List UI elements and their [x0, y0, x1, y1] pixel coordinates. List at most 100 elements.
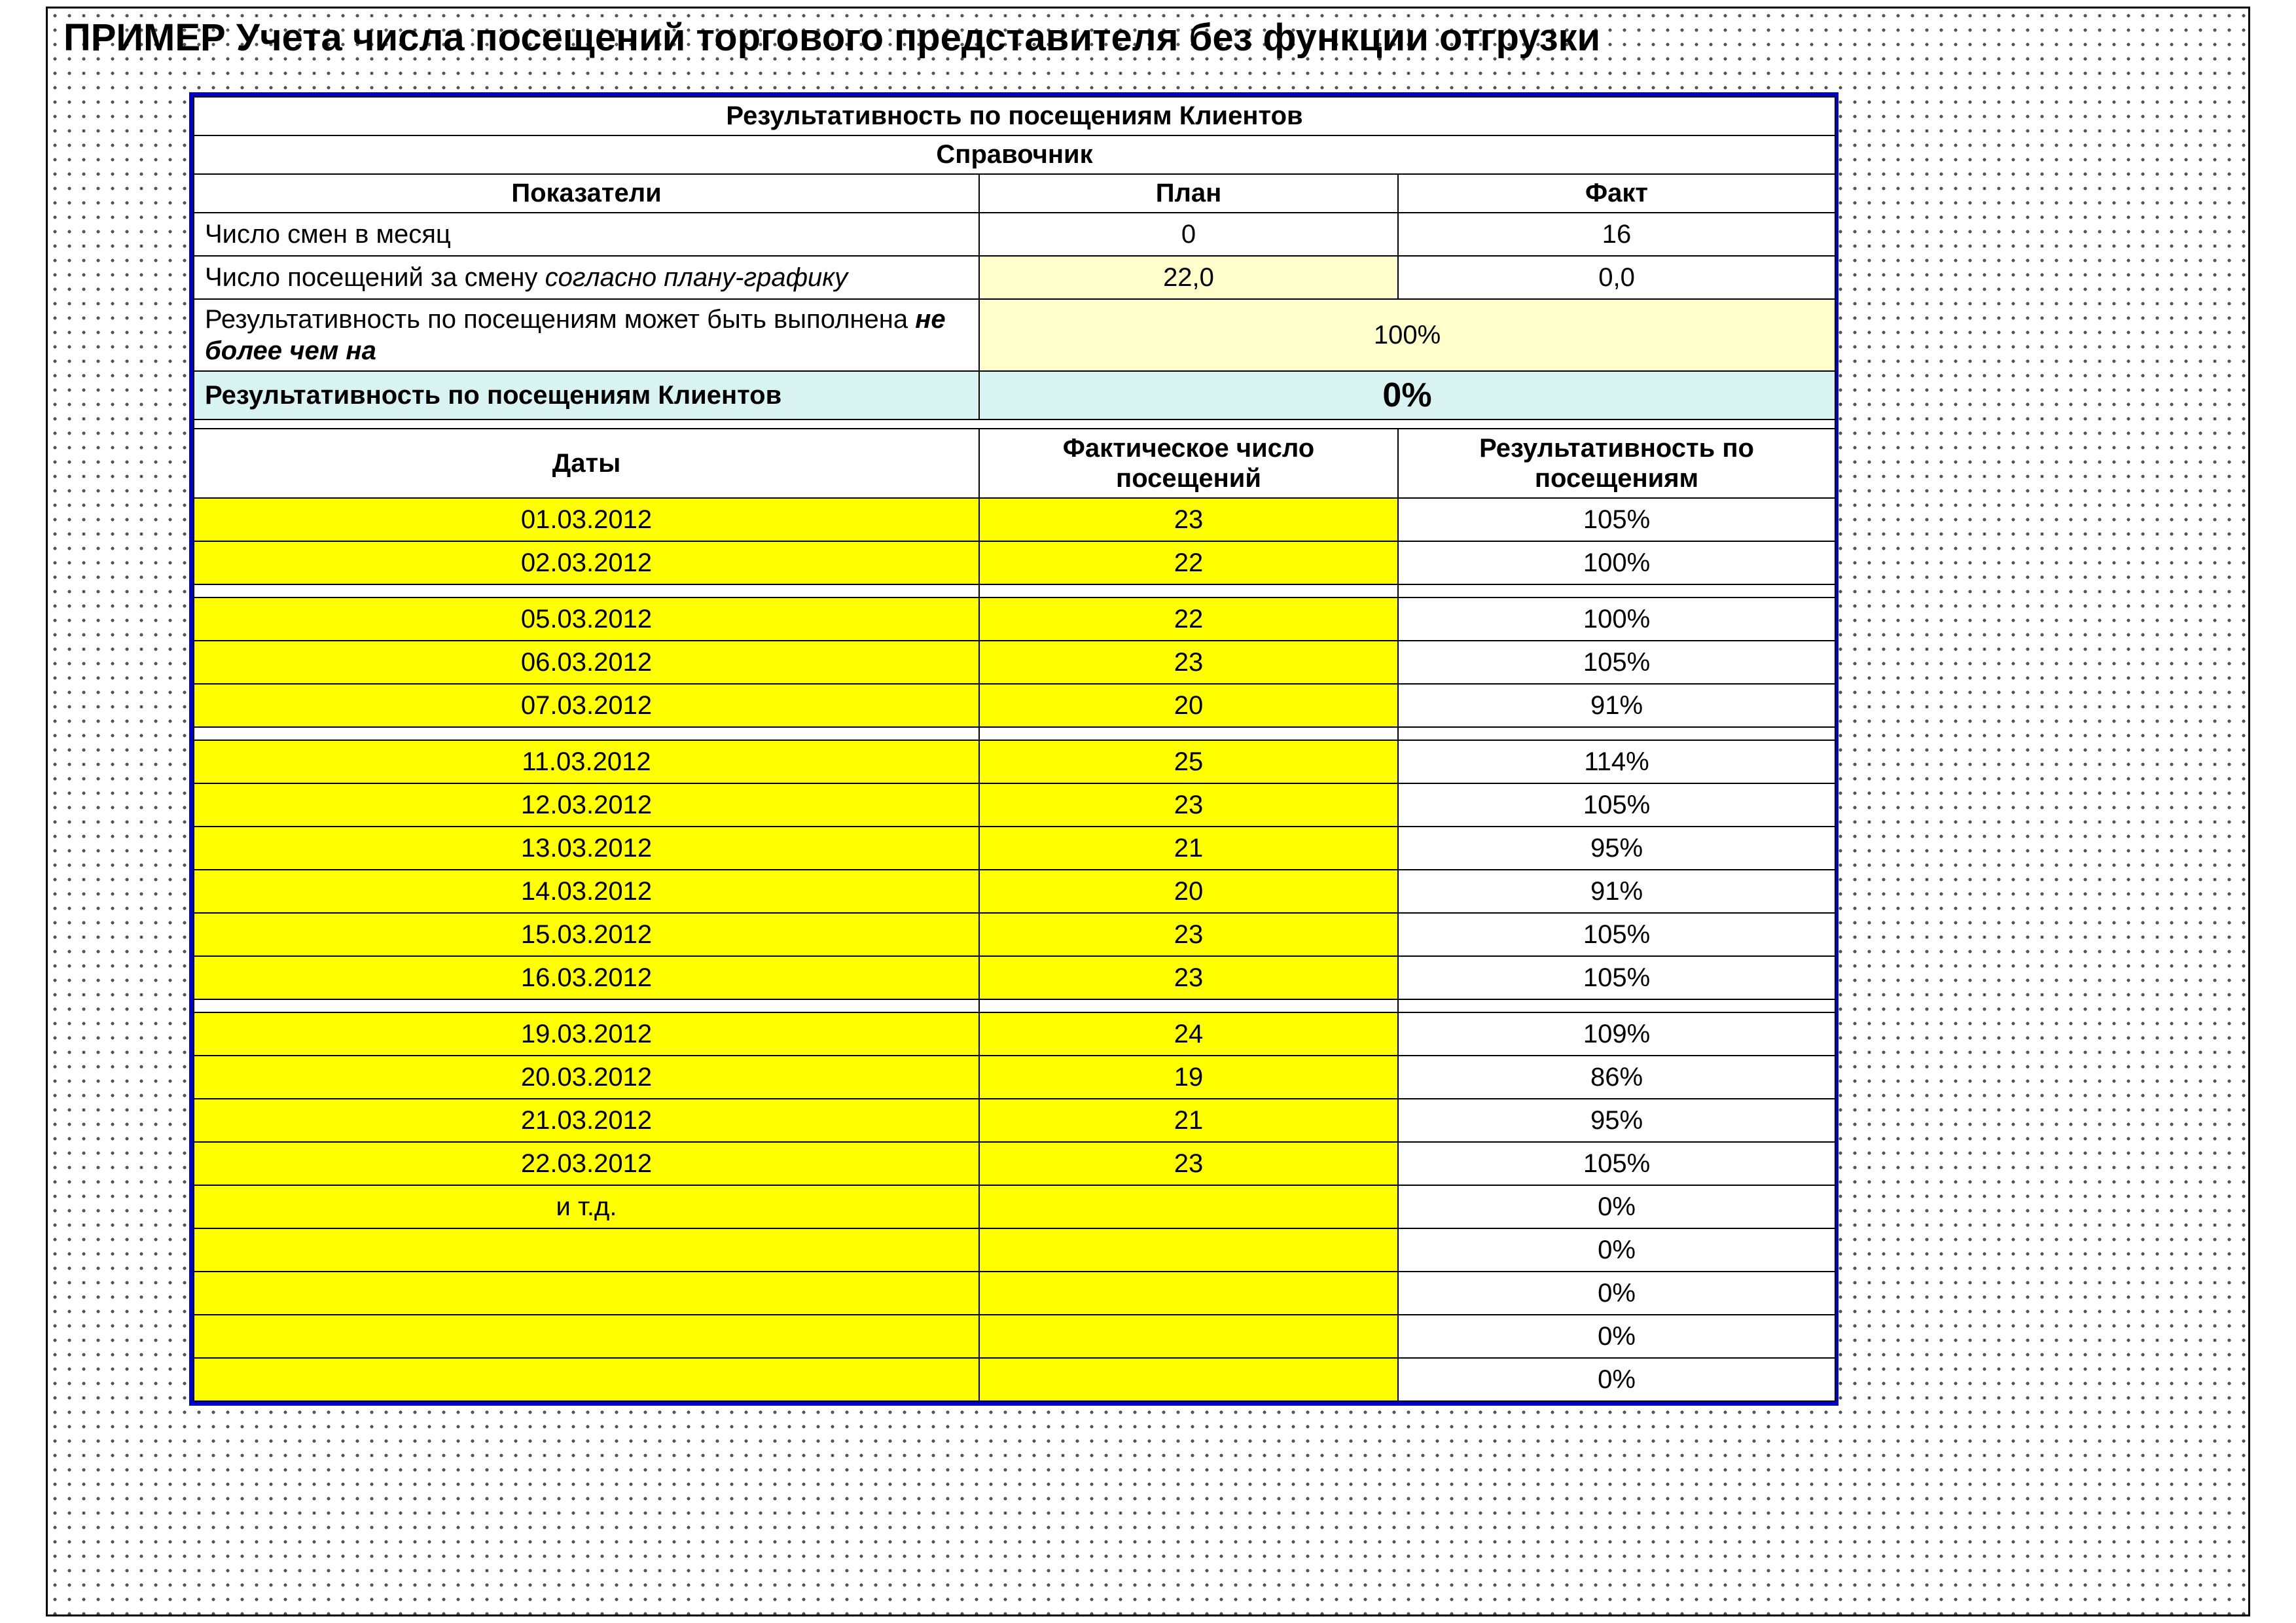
data-row: 05.03.201222100%	[194, 597, 1835, 641]
date-cell: 21.03.2012	[194, 1099, 979, 1142]
data-row: 21.03.20122195%	[194, 1099, 1835, 1142]
effectiveness-cell: 86%	[1398, 1056, 1835, 1099]
data-row: 12.03.201223105%	[194, 783, 1835, 827]
group-gap	[194, 999, 1835, 1012]
page-title: ПРИМЕР Учета числа посещений торгового п…	[48, 9, 2248, 67]
effectiveness-cell: 0%	[1398, 1185, 1835, 1228]
main-table: Результативность по посещениям Клиентов …	[189, 92, 1839, 1406]
col-plan: План	[979, 174, 1398, 213]
data-row: и т.д. 0%	[194, 1185, 1835, 1228]
date-cell: 20.03.2012	[194, 1056, 979, 1099]
visits-cell	[979, 1272, 1398, 1315]
dates-header-row: Даты Фактическое число посещений Результ…	[194, 429, 1835, 498]
ref-fact-0: 16	[1398, 213, 1835, 256]
visits-cell: 23	[979, 641, 1398, 684]
visits-cell: 23	[979, 783, 1398, 827]
data-row: 06.03.201223105%	[194, 641, 1835, 684]
ref-plan-0: 0	[979, 213, 1398, 256]
col-fact: Факт	[1398, 174, 1835, 213]
date-cell: 12.03.2012	[194, 783, 979, 827]
effectiveness-cell: 95%	[1398, 1099, 1835, 1142]
visits-cell: 22	[979, 597, 1398, 641]
date-cell: 15.03.2012	[194, 913, 979, 956]
data-row: 11.03.201225114%	[194, 740, 1835, 783]
page-frame: ПРИМЕР Учета числа посещений торгового п…	[46, 7, 2250, 1616]
date-cell: и т.д.	[194, 1185, 979, 1228]
effectiveness-cell: 0%	[1398, 1272, 1835, 1315]
visits-cell	[979, 1358, 1398, 1401]
date-cell	[194, 1228, 979, 1272]
visits-cell: 24	[979, 1012, 1398, 1056]
ref-row-0: Число смен в месяц 0 16	[194, 213, 1835, 256]
effectiveness-cell: 91%	[1398, 684, 1835, 727]
data-row: 22.03.201223105%	[194, 1142, 1835, 1185]
effectiveness-cell: 109%	[1398, 1012, 1835, 1056]
date-cell	[194, 1358, 979, 1401]
result-row: Результативность по посещениям Клиентов …	[194, 371, 1835, 419]
data-row: 16.03.201223105%	[194, 956, 1835, 999]
effectiveness-cell: 0%	[1398, 1358, 1835, 1401]
separator-row	[194, 419, 1835, 429]
ref-plan-1: 22,0	[979, 256, 1398, 299]
reference-label: Справочник	[194, 135, 1835, 174]
cap-row: Результативность по посещениям может быт…	[194, 299, 1835, 371]
date-cell: 01.03.2012	[194, 498, 979, 541]
dates-col-eff: Результативность по посещениям	[1398, 429, 1835, 498]
effectiveness-cell: 105%	[1398, 1142, 1835, 1185]
effectiveness-cell: 91%	[1398, 870, 1835, 913]
visits-cell	[979, 1185, 1398, 1228]
date-cell: 06.03.2012	[194, 641, 979, 684]
ref-label-0: Число смен в месяц	[194, 213, 979, 256]
visits-cell: 20	[979, 870, 1398, 913]
visits-cell: 19	[979, 1056, 1398, 1099]
data-row: 14.03.20122091%	[194, 870, 1835, 913]
data-row: 15.03.201223105%	[194, 913, 1835, 956]
visits-cell: 23	[979, 498, 1398, 541]
data-row: 0%	[194, 1228, 1835, 1272]
date-cell: 13.03.2012	[194, 827, 979, 870]
date-cell: 16.03.2012	[194, 956, 979, 999]
effectiveness-cell: 105%	[1398, 956, 1835, 999]
effectiveness-cell: 100%	[1398, 541, 1835, 584]
effectiveness-cell: 100%	[1398, 597, 1835, 641]
reference-subhead-row: Справочник	[194, 135, 1835, 174]
data-row: 0%	[194, 1358, 1835, 1401]
effectiveness-cell: 105%	[1398, 641, 1835, 684]
date-cell: 14.03.2012	[194, 870, 979, 913]
date-cell: 22.03.2012	[194, 1142, 979, 1185]
visits-cell	[979, 1228, 1398, 1272]
dates-col-visits: Фактическое число посещений	[979, 429, 1398, 498]
effectiveness-cell: 0%	[1398, 1228, 1835, 1272]
table-title-row: Результативность по посещениям Клиентов	[194, 97, 1835, 135]
date-cell	[194, 1315, 979, 1358]
visits-cell	[979, 1315, 1398, 1358]
visits-cell: 22	[979, 541, 1398, 584]
visits-cell: 23	[979, 1142, 1398, 1185]
ref-fact-1: 0,0	[1398, 256, 1835, 299]
visits-cell: 21	[979, 827, 1398, 870]
date-cell	[194, 1272, 979, 1315]
effectiveness-cell: 95%	[1398, 827, 1835, 870]
effectiveness-cell: 105%	[1398, 498, 1835, 541]
cap-label: Результативность по посещениям может быт…	[194, 299, 979, 371]
result-label: Результативность по посещениям Клиентов	[194, 371, 979, 419]
data-row: 0%	[194, 1315, 1835, 1358]
date-cell: 05.03.2012	[194, 597, 979, 641]
data-row: 01.03.201223105%	[194, 498, 1835, 541]
data-row: 19.03.201224109%	[194, 1012, 1835, 1056]
ref-label-1: Число посещений за смену согласно плану-…	[194, 256, 979, 299]
effectiveness-cell: 105%	[1398, 913, 1835, 956]
date-cell: 02.03.2012	[194, 541, 979, 584]
dates-col-date: Даты	[194, 429, 979, 498]
ref-row-1: Число посещений за смену согласно плану-…	[194, 256, 1835, 299]
group-gap	[194, 727, 1835, 740]
date-cell: 07.03.2012	[194, 684, 979, 727]
data-row: 02.03.201222100%	[194, 541, 1835, 584]
data-row: 0%	[194, 1272, 1835, 1315]
result-value: 0%	[979, 371, 1835, 419]
visits-cell: 23	[979, 913, 1398, 956]
effectiveness-cell: 114%	[1398, 740, 1835, 783]
data-row: 20.03.20121986%	[194, 1056, 1835, 1099]
cap-value: 100%	[979, 299, 1835, 371]
effectiveness-cell: 0%	[1398, 1315, 1835, 1358]
